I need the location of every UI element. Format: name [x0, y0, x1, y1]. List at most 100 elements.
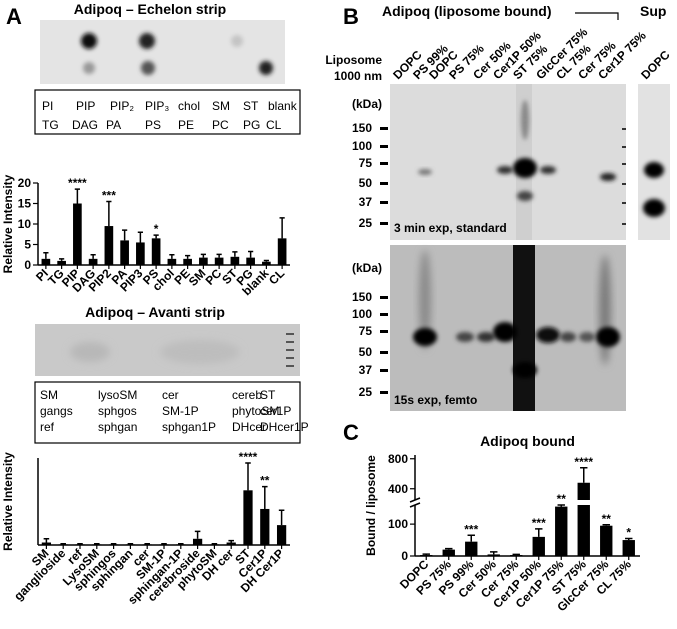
bar	[260, 508, 270, 545]
lipid-label: DAG	[72, 118, 98, 132]
error-bar	[467, 534, 475, 542]
error-bar	[59, 258, 65, 261]
bar	[442, 549, 455, 556]
y-axis-label: Relative Intensity	[1, 452, 15, 551]
marker-label: 25	[359, 385, 373, 399]
bar	[600, 525, 613, 556]
lipid-label: gangs	[40, 404, 73, 418]
error-bar	[60, 543, 66, 545]
significance: ***	[102, 188, 116, 202]
bar	[230, 256, 240, 265]
lipid-label: ref	[40, 420, 55, 434]
error-bar	[625, 537, 633, 541]
bar	[277, 238, 287, 265]
bar	[214, 257, 224, 265]
marker-dash	[380, 313, 388, 316]
lipid-label: blank	[268, 99, 298, 113]
significance: ***	[532, 516, 546, 530]
bar	[136, 242, 145, 265]
avanti-membrane	[35, 324, 300, 376]
marker-dash	[380, 127, 388, 130]
lipid-label: PI	[42, 99, 53, 113]
lipid-label: DHcer	[232, 420, 266, 434]
panel-label: A	[6, 4, 22, 29]
error-bar	[77, 543, 83, 545]
y-tick-label: 15	[18, 197, 32, 211]
error-bar	[580, 467, 588, 483]
lipid-label: PIP₂	[110, 99, 134, 113]
bar	[125, 544, 136, 545]
marker-dash	[380, 145, 388, 148]
significance: **	[602, 512, 612, 526]
lipid-label: sphgan1P	[162, 420, 216, 434]
marker-label: 75	[359, 156, 373, 170]
y-tick-label: 100	[388, 517, 408, 531]
lipid-label: TG	[42, 118, 59, 132]
lipid-label: PA	[106, 118, 121, 132]
chart-title: Adipoq bound	[480, 433, 575, 449]
marker-label: 100	[352, 307, 372, 321]
lipid-label: ST	[260, 388, 276, 402]
bar	[108, 544, 119, 545]
marker-dash	[380, 162, 388, 165]
error-bar	[263, 259, 269, 262]
strip-title: Adipoq – Echelon strip	[74, 1, 226, 17]
bar	[622, 540, 635, 556]
error-bar	[602, 524, 610, 526]
marker-label: 75	[359, 324, 373, 338]
significance: *	[626, 525, 631, 539]
y-tick-label: 10	[18, 217, 32, 231]
error-bar	[490, 551, 498, 555]
y-tick-label: 0	[24, 258, 31, 272]
y-tick-label: 400	[388, 482, 408, 496]
blot-caption: 3 min exp, standard	[394, 221, 507, 235]
bar	[41, 258, 51, 265]
strip-title: Adipoq – Avanti strip	[85, 304, 225, 320]
panel-label: B	[343, 4, 359, 29]
error-bar	[200, 253, 206, 258]
significance: **	[557, 492, 567, 506]
error-bar	[144, 543, 150, 545]
bar	[555, 506, 568, 556]
marker-dash	[380, 296, 388, 299]
error-bar	[557, 504, 565, 507]
bar	[57, 260, 66, 265]
error-bar	[422, 553, 430, 556]
bar	[92, 544, 102, 545]
sup-title: Sup	[640, 3, 666, 19]
error-bar	[194, 530, 201, 539]
bar	[176, 544, 186, 545]
blot-title: Adipoq (liposome bound)	[382, 3, 552, 19]
marker-dash	[380, 201, 388, 204]
avanti-grid-box	[34, 381, 301, 444]
marker-label: 37	[359, 195, 373, 209]
error-bar	[161, 543, 167, 545]
bar	[209, 544, 220, 545]
bar	[183, 258, 192, 265]
error-bar	[153, 234, 159, 239]
marker-dash	[380, 391, 388, 394]
bar	[41, 542, 52, 545]
bar	[243, 490, 253, 545]
lipid-label: lysoSM	[98, 388, 137, 402]
bar	[75, 544, 85, 545]
marker-label: 25	[359, 216, 373, 230]
marker-label: 150	[352, 290, 372, 304]
bar	[577, 482, 590, 500]
bar	[199, 257, 208, 265]
lipid-label: cer1P	[260, 404, 291, 418]
error-bar	[445, 547, 453, 550]
error-bar	[228, 539, 234, 543]
bar	[276, 525, 287, 545]
bar	[120, 240, 129, 265]
bar	[465, 541, 478, 556]
error-bar	[169, 254, 175, 259]
lipid-label: sphgan	[98, 420, 137, 434]
y-tick-label: 5	[24, 238, 31, 252]
echelon-grid-box	[34, 89, 301, 135]
bar	[104, 226, 114, 265]
marker-dash	[380, 222, 388, 225]
bar	[159, 544, 169, 545]
kda-label: (kDa)	[352, 261, 382, 275]
